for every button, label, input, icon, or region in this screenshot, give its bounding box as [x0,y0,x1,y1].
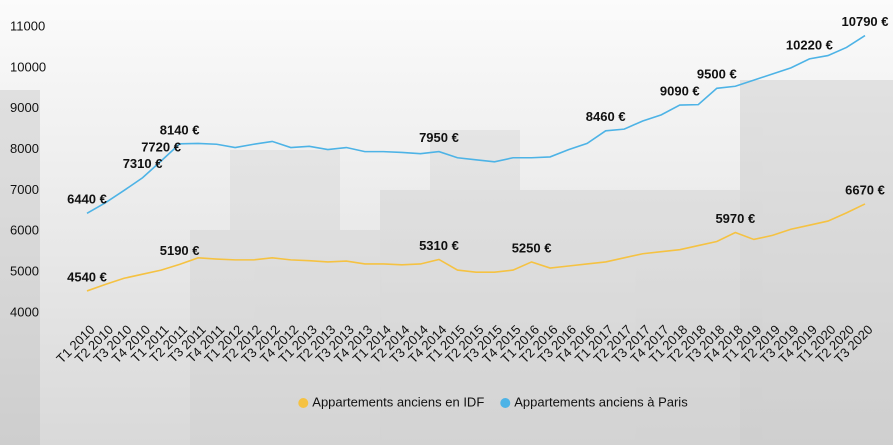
y-tick-label: 9000 [10,100,39,115]
data-label: 7720 € [141,139,181,154]
data-label: 10220 € [786,37,833,52]
legend-label: Appartements anciens en IDF [312,394,484,409]
y-tick-label: 4000 [10,304,39,319]
y-tick-label: 6000 [10,223,39,238]
data-label: 4540 € [67,269,107,284]
data-label: 6670 € [845,182,885,197]
data-label: 5310 € [419,238,459,253]
y-tick-label: 10000 [10,59,46,74]
data-label: 5250 € [512,240,552,255]
background-buildings [0,80,893,445]
data-label: 10790 € [842,14,889,29]
data-label: 9090 € [660,83,700,98]
y-tick-label: 7000 [10,182,39,197]
data-label: 8140 € [160,122,200,137]
line-series [86,34,866,215]
data-label: 5970 € [715,211,755,226]
data-label: 7310 € [123,156,163,171]
data-label: 7950 € [419,130,459,145]
y-tick-label: 8000 [10,141,39,156]
line-series [86,203,866,292]
data-label: 9500 € [697,67,737,82]
data-label: 8460 € [586,109,626,124]
y-tick-label: 11000 [10,18,45,33]
legend-label: Appartements anciens à Paris [514,394,688,409]
legend-marker [298,398,309,408]
legend-marker [500,398,511,408]
y-tick-label: 5000 [10,264,39,279]
data-label: 5190 € [160,243,200,258]
data-label: 6440 € [67,192,107,207]
